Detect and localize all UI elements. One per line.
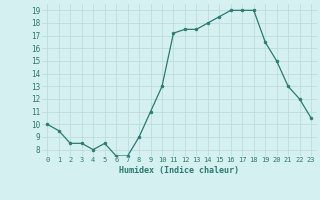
- X-axis label: Humidex (Indice chaleur): Humidex (Indice chaleur): [119, 166, 239, 175]
